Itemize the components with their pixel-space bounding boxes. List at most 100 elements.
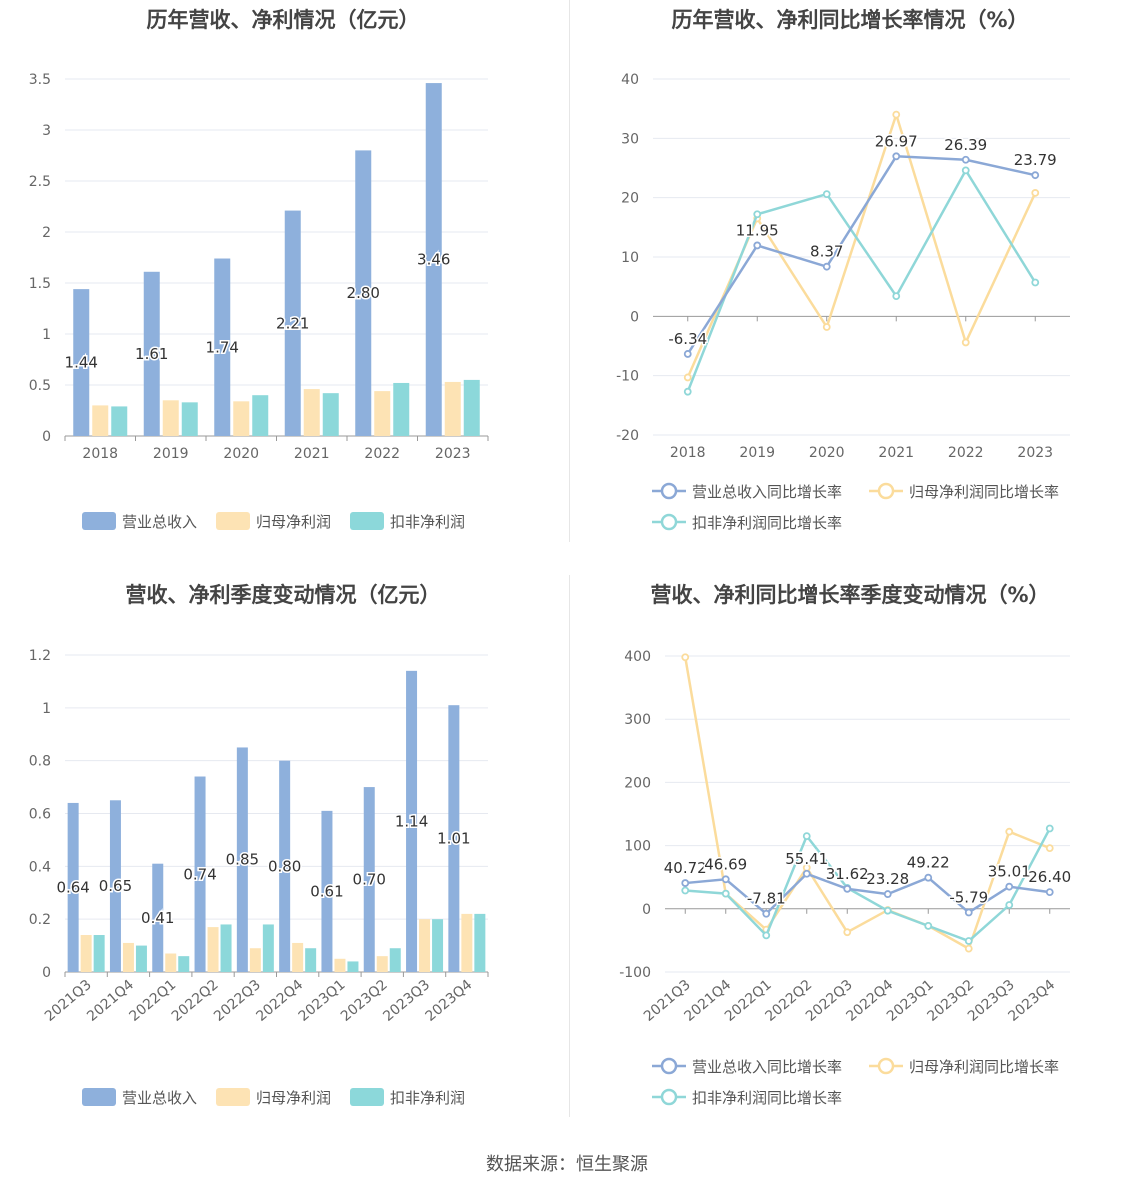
bar-net-profit bbox=[80, 935, 92, 972]
y-tick-label: 1.2 bbox=[29, 648, 51, 664]
deducted-growth-line bbox=[685, 827, 1051, 943]
bar-revenue bbox=[194, 776, 206, 972]
revenue-growth-point bbox=[683, 350, 692, 358]
bar-net-profit bbox=[419, 919, 431, 972]
revenue-growth-data-label: 26.97 bbox=[875, 132, 918, 150]
bar-deducted-profit bbox=[432, 919, 444, 972]
revenue-growth-point bbox=[1031, 171, 1040, 180]
net-profit-growth-point bbox=[822, 323, 831, 331]
chart-title: 历年营收、净利情况（亿元） bbox=[147, 8, 420, 32]
revenue-growth-data-label: 40.72 bbox=[664, 859, 707, 877]
y-tick-label: 10 bbox=[621, 250, 639, 266]
bar-deducted-profit bbox=[474, 913, 486, 972]
y-tick-label: 30 bbox=[621, 131, 639, 147]
bar-net-profit bbox=[233, 401, 250, 436]
y-tick-label: 20 bbox=[621, 191, 639, 207]
y-tick-label: 0.5 bbox=[29, 378, 51, 394]
y-tick-label: 0 bbox=[42, 965, 51, 981]
revenue-growth-data-label: -6.34 bbox=[668, 330, 707, 348]
bar-net-profit bbox=[165, 953, 177, 972]
legend-label: 扣非净利润同比增长率 bbox=[692, 514, 842, 532]
revenue-data-label: 1.44 bbox=[65, 354, 98, 372]
bar-net-profit bbox=[92, 405, 109, 436]
revenue-growth-point bbox=[802, 869, 811, 878]
revenue-growth-point bbox=[924, 873, 933, 882]
deducted-growth-point bbox=[822, 190, 831, 199]
bar-deducted-profit bbox=[181, 402, 198, 436]
bar-net-profit bbox=[444, 381, 461, 436]
bar-net-profit bbox=[303, 389, 320, 436]
revenue-data-label: 2.80 bbox=[347, 284, 380, 302]
revenue-growth-point bbox=[753, 241, 762, 250]
revenue-data-label: 0.70 bbox=[353, 871, 386, 889]
x-tick-label: 2018 bbox=[670, 445, 706, 461]
bar-revenue bbox=[284, 210, 301, 436]
x-tick-label: 2022Q1 bbox=[126, 977, 179, 1025]
revenue-growth-data-label: 46.69 bbox=[704, 855, 747, 873]
y-tick-label: 1.5 bbox=[29, 276, 51, 292]
legend-marker bbox=[660, 1057, 678, 1075]
y-tick-label: 400 bbox=[624, 649, 651, 665]
x-tick-label: 2020 bbox=[223, 446, 259, 462]
revenue-growth-data-label: 31.62 bbox=[826, 865, 869, 883]
bar-deducted-profit bbox=[111, 406, 128, 436]
revenue-growth-line bbox=[685, 872, 1050, 916]
chart-title: 历年营收、净利同比增长率情况（%） bbox=[671, 8, 1028, 32]
y-tick-label: -10 bbox=[616, 369, 639, 385]
legend-swatch bbox=[216, 512, 250, 530]
x-tick-label: 2020 bbox=[809, 445, 845, 461]
revenue-growth-data-label: 26.40 bbox=[1028, 868, 1071, 886]
deducted-growth-point bbox=[892, 292, 901, 301]
net-profit-growth-point bbox=[681, 653, 690, 662]
bar-revenue bbox=[425, 83, 442, 436]
y-tick-label: 1 bbox=[42, 701, 51, 717]
bar-revenue bbox=[109, 800, 121, 972]
y-tick-label: 100 bbox=[624, 839, 651, 855]
deducted-growth-point bbox=[964, 937, 973, 945]
legend-label: 扣非净利润 bbox=[390, 513, 465, 531]
legend-marker bbox=[660, 1088, 678, 1106]
bar-deducted-profit bbox=[220, 924, 232, 972]
revenue-growth-point bbox=[843, 884, 852, 893]
chart-title: 营收、净利同比增长率季度变动情况（%） bbox=[650, 583, 1049, 607]
net-profit-growth-point bbox=[843, 928, 852, 937]
bar-revenue bbox=[236, 747, 248, 972]
deducted-growth-point bbox=[883, 906, 892, 915]
x-tick-label: 2023 bbox=[435, 446, 471, 462]
y-tick-label: 0.2 bbox=[29, 912, 51, 928]
bar-deducted-profit bbox=[305, 948, 317, 972]
bar-deducted-profit bbox=[93, 935, 105, 972]
bar-deducted-profit bbox=[178, 956, 190, 972]
y-tick-label: 0.8 bbox=[29, 754, 51, 770]
net-profit-growth-point bbox=[964, 944, 973, 953]
legend-marker bbox=[877, 482, 895, 500]
revenue-growth-point bbox=[762, 909, 771, 918]
legend-swatch bbox=[216, 1088, 250, 1106]
deducted-growth-point bbox=[683, 387, 692, 396]
legend-label: 营业总收入 bbox=[122, 513, 197, 531]
revenue-data-label: 1.01 bbox=[437, 830, 470, 848]
revenue-data-label: 0.64 bbox=[56, 878, 89, 896]
x-tick-label: 2018 bbox=[82, 446, 118, 462]
annual-growth-rate-chart: 历年营收、净利同比增长率情况（%） -20 -10 0 10 20 30 40 2018 2019… bbox=[616, 8, 1070, 532]
revenue-growth-data-label: 11.95 bbox=[736, 221, 779, 239]
revenue-growth-data-label: 26.39 bbox=[944, 136, 987, 154]
net-profit-growth-point bbox=[1031, 189, 1040, 197]
revenue-data-label: 1.74 bbox=[206, 338, 239, 356]
legend-label: 扣非净利润 bbox=[390, 1089, 465, 1107]
deducted-growth-point bbox=[721, 889, 730, 898]
revenue-growth-point bbox=[892, 152, 901, 161]
x-tick-label: 2023Q1 bbox=[296, 977, 349, 1025]
bar-revenue bbox=[73, 289, 90, 436]
bar-deducted-profit bbox=[262, 924, 274, 972]
bar-net-profit bbox=[249, 948, 261, 972]
x-tick-label: 2022 bbox=[364, 446, 400, 462]
revenue-growth-data-label: 8.37 bbox=[810, 243, 843, 261]
bar-revenue bbox=[152, 863, 164, 972]
legend-swatch bbox=[82, 1088, 116, 1106]
revenue-data-label: 1.61 bbox=[135, 345, 168, 363]
legend-label: 营业总收入同比增长率 bbox=[692, 1058, 842, 1076]
x-tick-label: 2022Q2 bbox=[169, 977, 222, 1025]
deducted-growth-line bbox=[686, 167, 1037, 393]
y-tick-label: 0.4 bbox=[29, 859, 51, 875]
